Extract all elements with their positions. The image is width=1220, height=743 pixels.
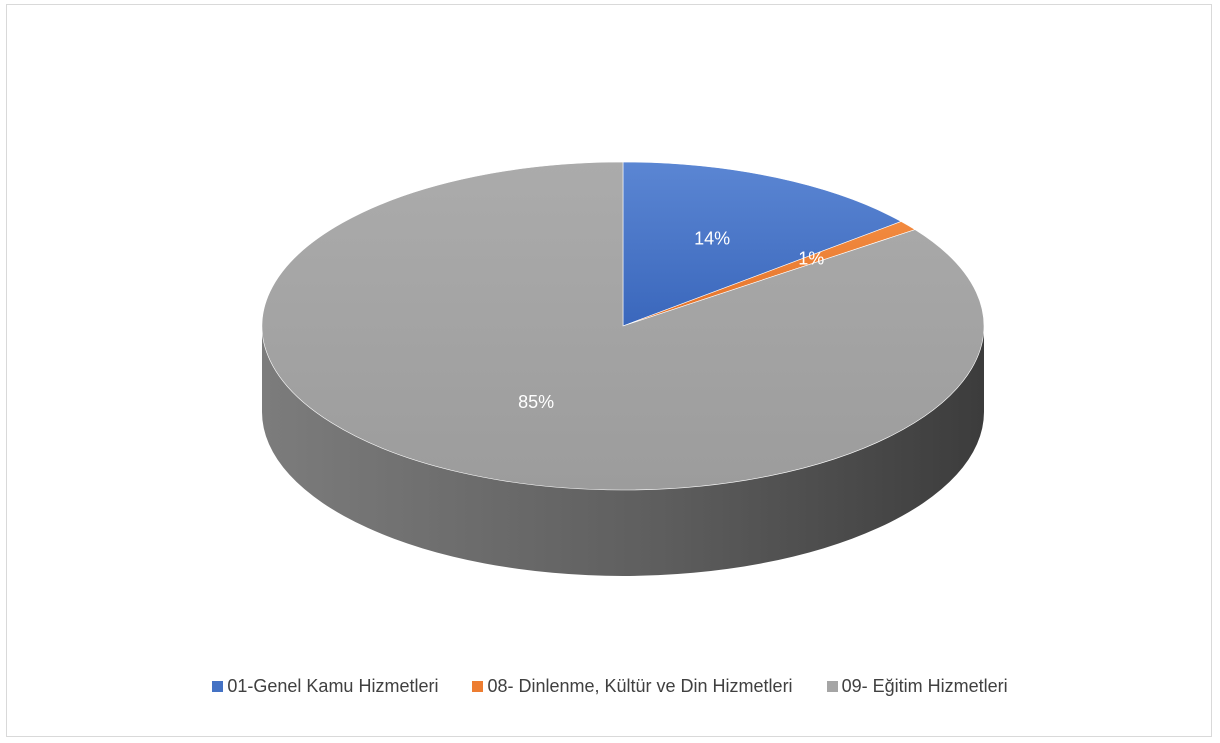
legend-label-2: 08- Dinlenme, Kültür ve Din Hizmetleri — [487, 676, 793, 696]
legend-item-2: 08- Dinlenme, Kültür ve Din Hizmetleri — [472, 676, 793, 697]
pie-slice-3 — [261, 161, 985, 491]
legend-label-3: 09- Eğitim Hizmetleri — [841, 676, 1008, 696]
legend-item-1: 01-Genel Kamu Hizmetleri — [212, 676, 438, 697]
legend-item-3: 09- Eğitim Hizmetleri — [826, 676, 1008, 697]
legend-swatch-3 — [826, 681, 838, 692]
pie-side-wall — [262, 326, 984, 576]
legend-swatch-1 — [212, 681, 224, 692]
data-label-2: 1% — [798, 248, 824, 268]
legend: 01-Genel Kamu Hizmetleri 08- Dinlenme, Kü… — [0, 676, 1220, 697]
data-label-1: 14% — [694, 229, 730, 249]
data-label-3: 85% — [518, 392, 554, 412]
legend-label-1: 01-Genel Kamu Hizmetleri — [227, 676, 439, 696]
pie-slice-1 — [622, 161, 902, 327]
legend-swatch-2 — [472, 681, 484, 692]
